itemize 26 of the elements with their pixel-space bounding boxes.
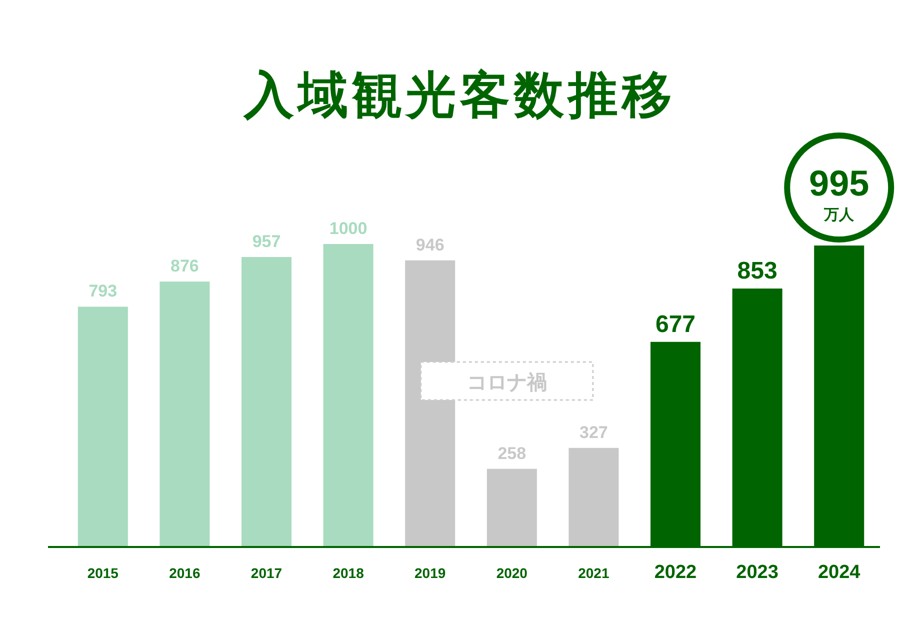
- x-tick-label: 2018: [332, 565, 364, 581]
- bar: [242, 257, 292, 547]
- bar: [568, 448, 619, 547]
- x-tick-label: 2016: [169, 565, 200, 581]
- bar: [405, 260, 456, 547]
- annotation: 万人: [823, 206, 856, 224]
- bar: [323, 244, 374, 547]
- x-tick-label: 2021: [578, 565, 610, 581]
- bar: [160, 282, 210, 547]
- data-label: 995: [809, 162, 870, 204]
- data-label: 793: [88, 282, 118, 301]
- x-tick-label: 2024: [818, 562, 861, 583]
- x-tick-label: 2022: [654, 562, 697, 583]
- bar: [78, 306, 128, 547]
- data-label: 957: [252, 232, 281, 252]
- data-label: 876: [170, 256, 199, 276]
- data-label: 853: [737, 258, 778, 285]
- x-tick-label: 2023: [736, 562, 778, 583]
- x-tick-label: 2017: [250, 565, 282, 581]
- data-label: 1000: [329, 219, 368, 238]
- x-tick-label: 2019: [414, 565, 446, 581]
- chart-title: 入域観光客数推移: [243, 67, 676, 123]
- data-label: 677: [655, 310, 696, 338]
- x-tick-label: 2020: [496, 565, 528, 581]
- x-tick-label: 2015: [87, 565, 119, 581]
- bar: [486, 468, 537, 547]
